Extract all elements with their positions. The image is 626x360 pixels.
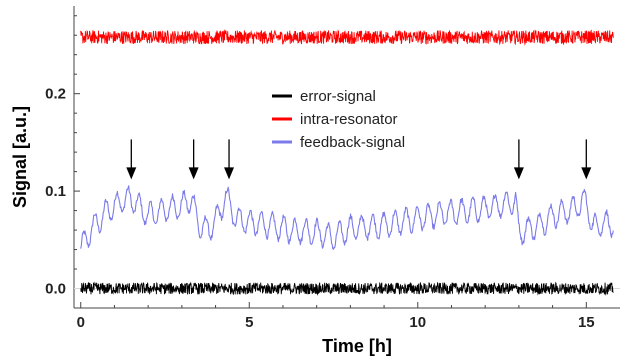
arrow-annotation: [188, 139, 199, 180]
legend-item: intra-resonator: [272, 111, 398, 128]
arrow-head: [224, 167, 235, 180]
legend-item: error-signal: [272, 88, 376, 105]
arrow-head: [126, 167, 137, 180]
x-axis-title: Time [h]: [322, 336, 392, 356]
y-tick-label: 0.0: [45, 281, 66, 298]
x-tick-label: 15: [578, 314, 595, 331]
legend-item: feedback-signal: [272, 134, 405, 151]
legend-background: [266, 86, 446, 159]
series-line-feedback-signal: [80, 185, 614, 250]
legend-label: feedback-signal: [300, 134, 405, 151]
arrow-head: [188, 167, 199, 180]
legend-label: error-signal: [300, 88, 376, 105]
series-line-error-signal: [80, 281, 614, 296]
y-tick-label: 0.1: [45, 183, 66, 200]
x-tick-label: 10: [409, 314, 426, 331]
axes: 0 5 10 15 0.0 0.1 0.2: [45, 6, 620, 331]
annotations: [126, 139, 592, 180]
arrow-annotation: [513, 139, 524, 180]
series-line-intra-resonator: [80, 29, 614, 46]
x-tick-label: 0: [77, 314, 85, 331]
legend: error-signal intra-resonator feedback-sign…: [266, 86, 446, 159]
x-tick-label: 5: [245, 314, 253, 331]
y-tick-label: 0.2: [45, 86, 66, 103]
arrow-head: [581, 167, 592, 180]
series-layer: [80, 29, 614, 296]
arrow-annotation: [126, 139, 137, 180]
y-axis-title: Signal [a.u.]: [10, 106, 30, 208]
arrow-head: [513, 167, 524, 180]
legend-label: intra-resonator: [300, 111, 398, 128]
arrow-annotation: [224, 139, 235, 180]
arrow-annotation: [581, 139, 592, 180]
